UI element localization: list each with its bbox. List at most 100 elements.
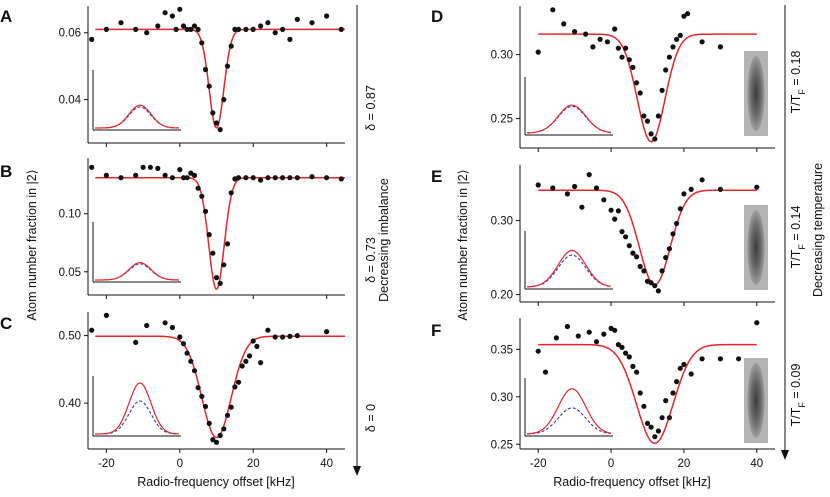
annotation-subscript: F — [797, 89, 807, 95]
data-point — [550, 185, 556, 191]
imbalance-arrow-label: Decreasing imbalance — [377, 178, 391, 302]
data-point — [338, 26, 344, 32]
data-point — [677, 206, 683, 212]
data-point — [641, 268, 647, 274]
data-point — [140, 164, 146, 170]
data-point — [688, 186, 694, 192]
temperature-arrowhead — [781, 450, 789, 460]
panel-letter: B — [0, 162, 12, 181]
inset-minority-curve — [95, 106, 180, 129]
data-point — [188, 358, 194, 364]
data-point — [666, 54, 673, 60]
fit-curve — [538, 33, 757, 143]
data-point — [619, 229, 625, 235]
data-point — [542, 369, 549, 375]
panel-letter: C — [0, 314, 12, 333]
data-point — [202, 208, 209, 214]
data-point — [674, 379, 680, 385]
data-point — [239, 363, 245, 369]
data-point — [224, 241, 231, 247]
data-point — [634, 369, 640, 375]
atom-cloud-image — [747, 210, 765, 285]
data-point — [670, 390, 676, 396]
panel-annotation: T/TF = 0.09 — [789, 364, 807, 427]
data-point — [681, 13, 687, 19]
data-point — [232, 26, 238, 32]
inset-majority-curve — [95, 104, 180, 129]
data-point — [309, 174, 315, 180]
data-point — [659, 87, 665, 93]
data-point — [674, 220, 680, 227]
data-point — [191, 172, 198, 178]
data-point — [619, 344, 625, 350]
data-point — [324, 329, 330, 335]
data-point — [677, 32, 683, 39]
data-point — [254, 343, 260, 349]
data-point — [619, 54, 625, 60]
fit-curve — [95, 28, 345, 129]
data-point — [641, 113, 647, 119]
data-point — [210, 110, 216, 116]
data-point — [663, 67, 669, 73]
data-point — [199, 40, 205, 46]
data-point — [608, 207, 614, 213]
data-point — [754, 320, 760, 326]
data-point — [553, 335, 560, 341]
annotation-value: = 0.14 — [789, 206, 803, 245]
data-point — [655, 428, 662, 434]
x-tick-label: -20 — [530, 458, 547, 470]
y-tick-label: 0.25 — [491, 439, 513, 451]
data-point — [659, 268, 665, 274]
fit-curve — [95, 176, 345, 290]
data-point — [666, 246, 673, 252]
data-point — [280, 175, 286, 181]
data-point — [685, 11, 691, 17]
data-point — [634, 254, 640, 260]
inset-majority-curve — [527, 249, 612, 288]
data-point — [681, 191, 687, 197]
data-point — [246, 353, 253, 359]
data-point — [206, 83, 212, 89]
y-tick-label: 0.30 — [491, 50, 513, 62]
y-tick-label: 0.30 — [491, 392, 513, 404]
data-point — [535, 348, 541, 354]
data-point — [612, 26, 618, 32]
data-point — [652, 434, 658, 440]
data-point — [630, 363, 636, 369]
panel-letter: D — [431, 7, 443, 26]
data-point — [648, 131, 654, 137]
data-point — [583, 31, 589, 37]
data-point — [162, 320, 168, 326]
data-point — [637, 390, 643, 396]
data-point — [191, 23, 198, 29]
data-point — [177, 167, 183, 173]
data-point — [674, 36, 680, 42]
x-tick-label: 40 — [320, 458, 333, 470]
panel-e: 0.20 0.30 E T/TF = 0.14 — [431, 165, 807, 306]
data-point — [615, 208, 622, 214]
x-tick-label: -20 — [98, 458, 115, 470]
data-point — [641, 403, 647, 409]
y-tick-label: 0.20 — [491, 290, 513, 302]
data-point — [235, 26, 242, 32]
data-point — [717, 356, 724, 362]
inset-majority-curve — [526, 104, 612, 134]
data-point — [213, 275, 220, 281]
data-point — [235, 175, 242, 181]
y-tick-label: 0.50 — [59, 331, 81, 343]
annotation-main: T/T — [789, 94, 803, 113]
data-point — [177, 6, 183, 12]
data-point — [133, 339, 139, 345]
x-tick-label: 20 — [678, 458, 691, 470]
data-point — [652, 136, 658, 142]
data-point — [169, 13, 175, 19]
data-point — [133, 26, 139, 32]
data-point — [250, 338, 256, 344]
annotation-subscript: F — [797, 244, 807, 250]
y-tick-label: 0.06 — [59, 28, 81, 40]
data-point — [612, 327, 618, 333]
y-tick-label: 0.05 — [59, 267, 81, 279]
atom-cloud-image — [747, 56, 765, 131]
